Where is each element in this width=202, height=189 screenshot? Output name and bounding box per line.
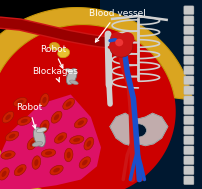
Ellipse shape bbox=[0, 168, 9, 180]
Ellipse shape bbox=[40, 94, 49, 107]
FancyBboxPatch shape bbox=[184, 156, 194, 165]
Ellipse shape bbox=[54, 133, 67, 143]
FancyBboxPatch shape bbox=[184, 56, 194, 65]
Ellipse shape bbox=[53, 168, 60, 172]
FancyBboxPatch shape bbox=[184, 6, 194, 15]
Polygon shape bbox=[0, 25, 176, 189]
FancyBboxPatch shape bbox=[184, 146, 194, 155]
Ellipse shape bbox=[58, 135, 64, 141]
Text: Blood vessel: Blood vessel bbox=[89, 9, 146, 42]
Ellipse shape bbox=[17, 167, 23, 173]
FancyBboxPatch shape bbox=[184, 36, 194, 45]
Ellipse shape bbox=[73, 138, 80, 142]
Ellipse shape bbox=[64, 148, 73, 162]
FancyBboxPatch shape bbox=[184, 66, 194, 75]
Ellipse shape bbox=[130, 124, 146, 137]
Ellipse shape bbox=[54, 114, 59, 120]
Ellipse shape bbox=[50, 165, 63, 175]
FancyBboxPatch shape bbox=[184, 126, 194, 135]
Ellipse shape bbox=[74, 118, 87, 128]
Ellipse shape bbox=[40, 120, 49, 133]
Ellipse shape bbox=[51, 111, 62, 123]
Polygon shape bbox=[110, 113, 168, 146]
FancyBboxPatch shape bbox=[184, 136, 194, 145]
Ellipse shape bbox=[34, 127, 45, 147]
Ellipse shape bbox=[49, 43, 60, 50]
Ellipse shape bbox=[79, 157, 90, 168]
Ellipse shape bbox=[5, 131, 19, 141]
Ellipse shape bbox=[70, 80, 78, 84]
Ellipse shape bbox=[70, 136, 84, 144]
FancyBboxPatch shape bbox=[184, 166, 194, 175]
Ellipse shape bbox=[84, 137, 94, 150]
Ellipse shape bbox=[9, 134, 15, 138]
Ellipse shape bbox=[5, 114, 11, 120]
FancyBboxPatch shape bbox=[184, 26, 194, 35]
Ellipse shape bbox=[13, 98, 27, 107]
Ellipse shape bbox=[67, 152, 71, 158]
Ellipse shape bbox=[30, 141, 35, 147]
Ellipse shape bbox=[1, 151, 15, 159]
Ellipse shape bbox=[65, 69, 74, 73]
FancyBboxPatch shape bbox=[184, 106, 194, 115]
Ellipse shape bbox=[27, 137, 38, 150]
Ellipse shape bbox=[4, 153, 12, 157]
Ellipse shape bbox=[78, 120, 84, 125]
Ellipse shape bbox=[17, 100, 24, 104]
Polygon shape bbox=[0, 8, 193, 189]
Bar bbox=[100, 0, 202, 189]
Ellipse shape bbox=[115, 39, 123, 46]
Polygon shape bbox=[0, 94, 101, 189]
Ellipse shape bbox=[63, 98, 75, 109]
Ellipse shape bbox=[41, 149, 56, 157]
FancyBboxPatch shape bbox=[184, 116, 194, 125]
Ellipse shape bbox=[17, 117, 31, 125]
FancyBboxPatch shape bbox=[184, 16, 194, 25]
Ellipse shape bbox=[66, 68, 77, 85]
Text: Robot: Robot bbox=[16, 103, 42, 128]
FancyBboxPatch shape bbox=[184, 96, 194, 105]
Text: Robot: Robot bbox=[40, 45, 67, 68]
Ellipse shape bbox=[109, 36, 133, 57]
Ellipse shape bbox=[34, 159, 38, 166]
Ellipse shape bbox=[2, 111, 14, 123]
Ellipse shape bbox=[45, 151, 52, 155]
Ellipse shape bbox=[32, 156, 41, 169]
Ellipse shape bbox=[82, 160, 88, 165]
Ellipse shape bbox=[32, 142, 43, 146]
Ellipse shape bbox=[42, 97, 47, 104]
Ellipse shape bbox=[42, 123, 47, 130]
Ellipse shape bbox=[58, 48, 69, 58]
FancyBboxPatch shape bbox=[184, 176, 194, 185]
Ellipse shape bbox=[36, 128, 47, 132]
Ellipse shape bbox=[66, 101, 72, 107]
FancyBboxPatch shape bbox=[184, 86, 194, 95]
FancyBboxPatch shape bbox=[184, 46, 194, 55]
Ellipse shape bbox=[2, 171, 6, 177]
Ellipse shape bbox=[86, 140, 91, 147]
Ellipse shape bbox=[21, 119, 28, 123]
Ellipse shape bbox=[14, 165, 26, 176]
Text: Blockages: Blockages bbox=[32, 67, 78, 82]
Ellipse shape bbox=[110, 32, 124, 45]
Ellipse shape bbox=[120, 32, 134, 45]
FancyBboxPatch shape bbox=[184, 76, 194, 85]
